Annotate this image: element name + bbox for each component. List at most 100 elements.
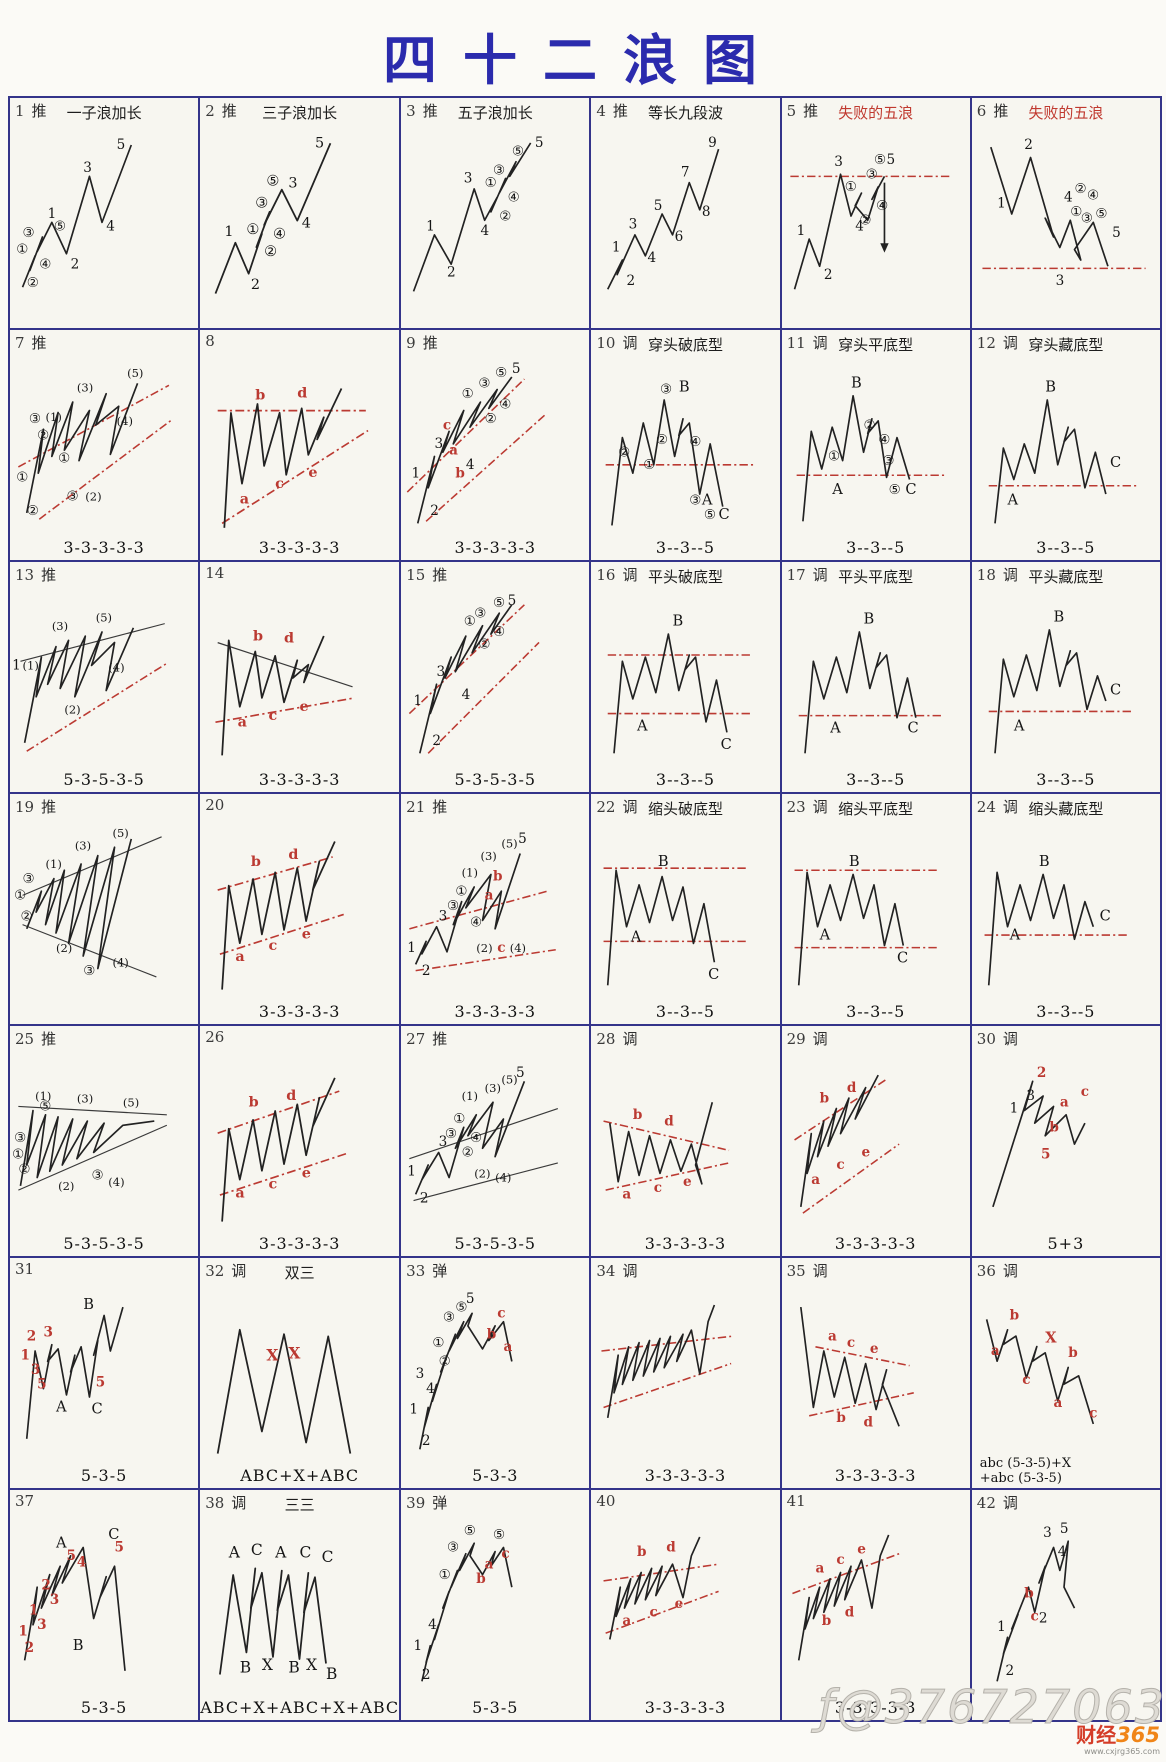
wave-label: 5 <box>516 1065 525 1081</box>
cell-number: 4 <box>596 102 606 120</box>
cell-header: 37 <box>15 1492 34 1510</box>
wave-label: b <box>253 628 263 644</box>
cell-number: 10 <box>596 334 616 352</box>
cell-structure-label: 3-3-3-3-3 <box>834 1466 917 1485</box>
wave-label: 1 <box>29 1602 38 1618</box>
cell-header: 34 调 <box>596 1260 637 1281</box>
wave-path <box>21 144 133 288</box>
wave-label: B <box>83 1296 94 1313</box>
wave-cell-32: 32 调 双三 X X ABC+X+ABC <box>200 1258 400 1488</box>
wave-label: B <box>848 853 859 870</box>
wave-label: B <box>851 374 862 391</box>
wave-label: ⑤ <box>493 1527 505 1543</box>
wave-label: c <box>269 708 278 724</box>
wave-label: A <box>1006 492 1018 509</box>
wave-label: c <box>269 938 278 954</box>
wave-label: C <box>1110 682 1121 699</box>
wave-label: b <box>637 1544 647 1560</box>
wave-label: d <box>846 1080 856 1096</box>
wave-label: A <box>636 717 648 734</box>
cell-number: 41 <box>786 1492 806 1510</box>
wave-cell-22: 22 调缩头破底型 B A C 3--3--5 <box>591 794 780 1024</box>
cell-header: 28 调 <box>596 1028 637 1049</box>
cell-title <box>200 334 399 354</box>
wave-label: 5 <box>518 831 527 847</box>
wave-diagram: B ① ②④ ③ A ⑤ C <box>796 374 947 522</box>
wave-path <box>217 1328 352 1454</box>
wave-diagram: A C A C CB X B X B <box>219 1541 338 1683</box>
cell-structure-label: 5-3-5 <box>80 1466 128 1485</box>
wave-label: ③ <box>1081 210 1093 226</box>
cell-type: 调 <box>1002 1494 1018 1512</box>
cell-number: 2 <box>205 102 215 120</box>
wave-label: b <box>487 1326 497 1342</box>
cell-number: 37 <box>15 1492 35 1510</box>
wave-path <box>419 604 513 754</box>
logo-cn-text: 财经 <box>1076 1723 1117 1747</box>
wave-diagram: ③ (1) ② (3) (5) ① ① (4) ③ (2) ② <box>16 366 174 520</box>
wave-cell-10: 10 调穿头破底型 B ③ ② ① ② ④ ③ A ⑤ C 3--3--5 <box>591 330 780 560</box>
wave-label: (4) <box>112 955 128 969</box>
wave-label: (3) <box>75 838 91 852</box>
wave-diagram: B A C <box>794 853 939 986</box>
red-guide-line <box>425 414 546 522</box>
red-guide-line <box>408 604 526 715</box>
wave-label: X <box>262 1656 273 1674</box>
cell-type: 调 <box>812 566 828 584</box>
wave-label: ① <box>14 888 26 904</box>
cell-type: 推 <box>432 1030 448 1048</box>
wave-label: 2 <box>422 963 431 979</box>
trend-line <box>22 836 162 896</box>
wave-label: B <box>289 1658 300 1676</box>
cell-header: 35 调 <box>787 1260 828 1281</box>
wave-label: 5 <box>535 135 544 151</box>
cell-type: 推 <box>612 102 628 120</box>
wave-path <box>223 388 343 528</box>
wave-diagram: b d a c e <box>603 1536 720 1640</box>
wave-label: e <box>302 927 311 943</box>
cell-structure-label: 3--3--5 <box>1036 770 1096 789</box>
wave-label: a <box>828 1329 837 1345</box>
wave-cell-11: 11 调穿头平底型 B ① ② ④ ③ A ⑤ C 3--3--5 <box>781 330 970 560</box>
wave-label: ④ <box>876 198 888 214</box>
wave-label: 2 <box>433 733 442 749</box>
wave-label: (1) <box>462 866 478 880</box>
wave-label: 5 <box>96 1375 105 1391</box>
trend-line <box>22 924 157 978</box>
cell-number: 17 <box>786 566 806 584</box>
wave-label: ⑤ <box>704 507 716 523</box>
cell-number: 36 <box>976 1262 996 1280</box>
cell-title: 缩头破底型 <box>647 800 723 818</box>
wave-cell-16: 16 调平头破底型 B A C 3--3--5 <box>591 562 780 792</box>
wave-cell-18: 18 调平头藏底型 B A C 3--3--5 <box>971 562 1160 792</box>
watermark-handle: ƒ@376727063 <box>818 1680 1166 1735</box>
wave-cell-26: 26 b d a c e 3-3-3-3-3 <box>200 1026 400 1256</box>
cell-structure-label: 5-3-3 <box>472 1466 519 1485</box>
wave-label: 2 <box>71 256 80 272</box>
wave-label: ⑤ <box>888 482 900 498</box>
wave-label: 3 <box>37 1617 46 1633</box>
cell-structure-label: 3-3-3-3-3 <box>258 770 341 789</box>
wave-label: a <box>623 1613 632 1629</box>
wave-label: (3) <box>481 849 497 863</box>
wave-label: ② <box>18 1161 30 1177</box>
wave-cell-19: 19 推 (1) (3) (5) ③ ① ② (2) ③ (4) <box>10 794 199 1024</box>
wave-diagram: b d a c e <box>603 1102 730 1202</box>
wave-label: c <box>1089 1406 1097 1422</box>
wave-path <box>607 148 720 290</box>
wave-diagram: 1 2 3 4 ① ② ③④ ⑤5 <box>412 135 544 292</box>
cell-number: 35 <box>786 1262 806 1280</box>
wave-cell-13: 13 推 1 (1) (3) (5) (2) (4) 5-3-5-3-5 <box>10 562 199 792</box>
wave-label: 5 <box>315 136 324 152</box>
wave-label: 5 <box>1112 225 1121 241</box>
cell-number: 13 <box>15 566 35 584</box>
wave-label: ④ <box>1087 187 1099 203</box>
wave-label: ② <box>485 411 497 427</box>
wave-label: B <box>240 1658 251 1676</box>
wave-label: 1 <box>1009 1101 1018 1117</box>
wave-path <box>793 173 885 290</box>
wave-label: 3 <box>437 664 446 680</box>
